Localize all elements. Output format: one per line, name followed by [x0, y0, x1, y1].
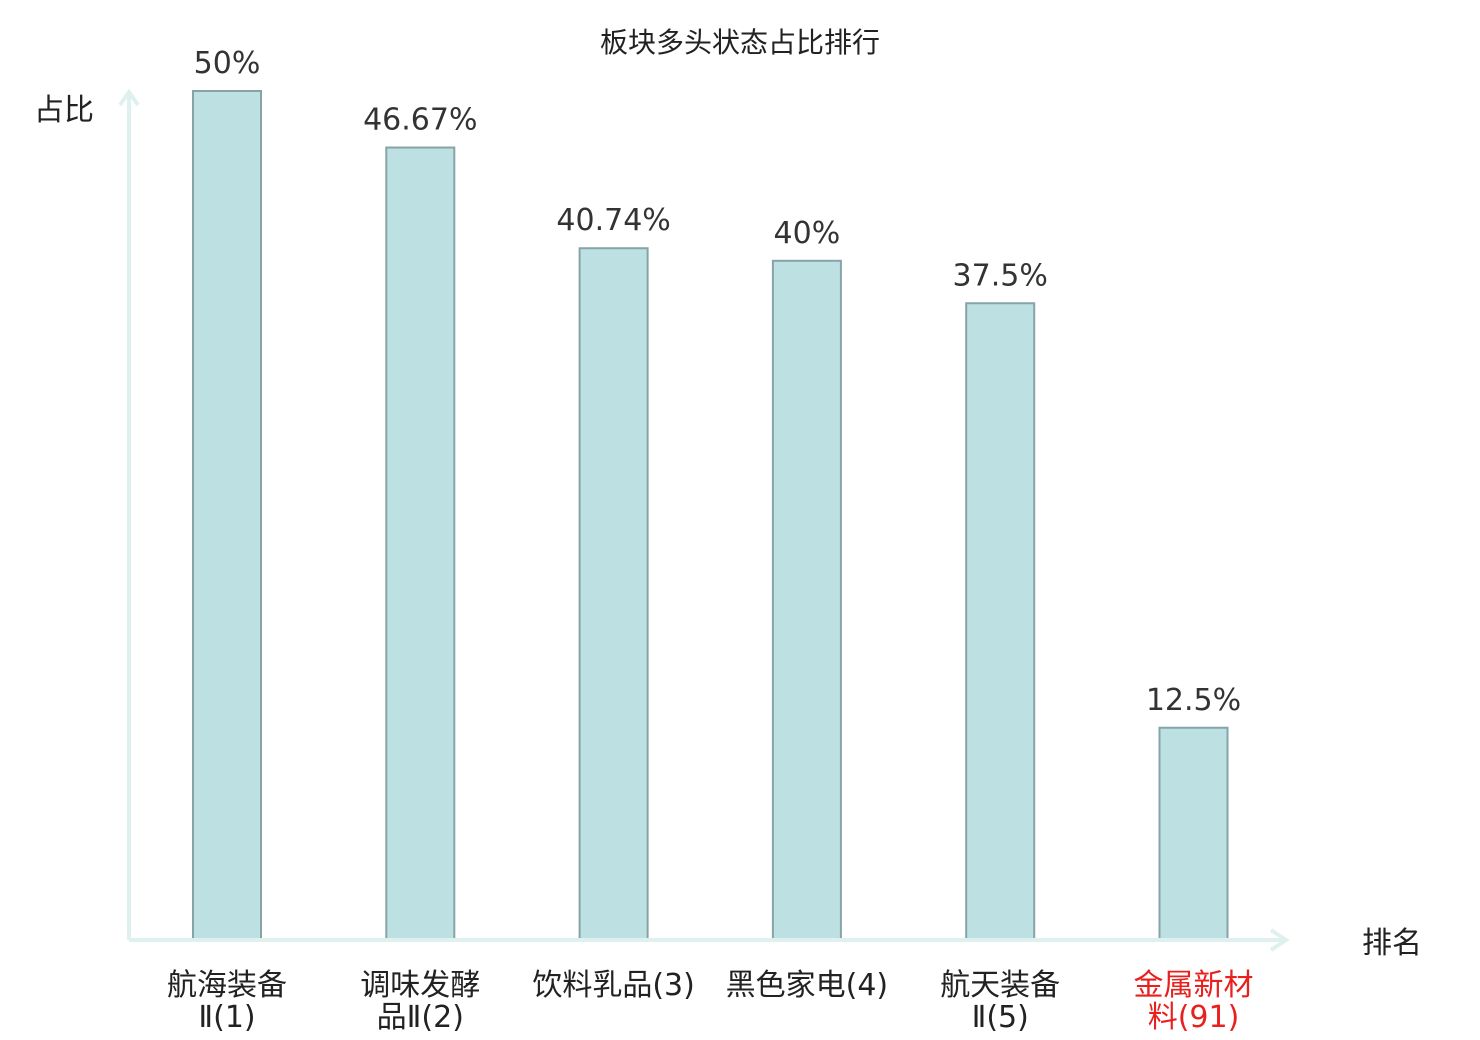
y-axis-label: 占比 — [34, 93, 94, 128]
x-axis-label: 排名 — [1362, 926, 1422, 961]
category-label-2-line-2: 品Ⅱ(2) — [377, 1000, 464, 1035]
value-label-1: 50% — [194, 46, 261, 81]
value-label-6: 12.5% — [1146, 683, 1241, 718]
category-label-2-line-1: 调味发酵 — [360, 968, 480, 1003]
bar-1 — [192, 90, 262, 941]
bar-6 — [1158, 726, 1229, 941]
category-label-3-line-1: 饮料乳品(3) — [532, 968, 695, 1003]
x-axis-arrow — [1269, 928, 1290, 952]
value-label-3: 40.74% — [556, 203, 670, 238]
bar-4 — [771, 259, 842, 941]
value-label-5: 37.5% — [953, 258, 1048, 293]
category-label-1-line-1: 航海装备 — [167, 968, 287, 1003]
category-label-4-line-1: 黑色家电(4) — [726, 968, 889, 1003]
category-label-6-line-1: 金属新材 — [1134, 968, 1254, 1003]
category-label-1-line-2: Ⅱ(1) — [198, 1000, 255, 1035]
category-label-5-line-2: Ⅱ(5) — [972, 1000, 1029, 1035]
y-axis-line — [118, 88, 140, 107]
bar-5 — [965, 302, 1036, 941]
bar-2 — [385, 146, 456, 941]
bar-3 — [578, 247, 649, 941]
value-label-2: 46.67% — [363, 103, 477, 138]
value-label-4: 40% — [774, 216, 841, 251]
category-label-5-line-1: 航天装备 — [940, 968, 1060, 1003]
category-label-6-line-2: 料(91) — [1148, 1000, 1240, 1035]
chart-title: 板块多头状态占比排行 — [600, 26, 880, 59]
